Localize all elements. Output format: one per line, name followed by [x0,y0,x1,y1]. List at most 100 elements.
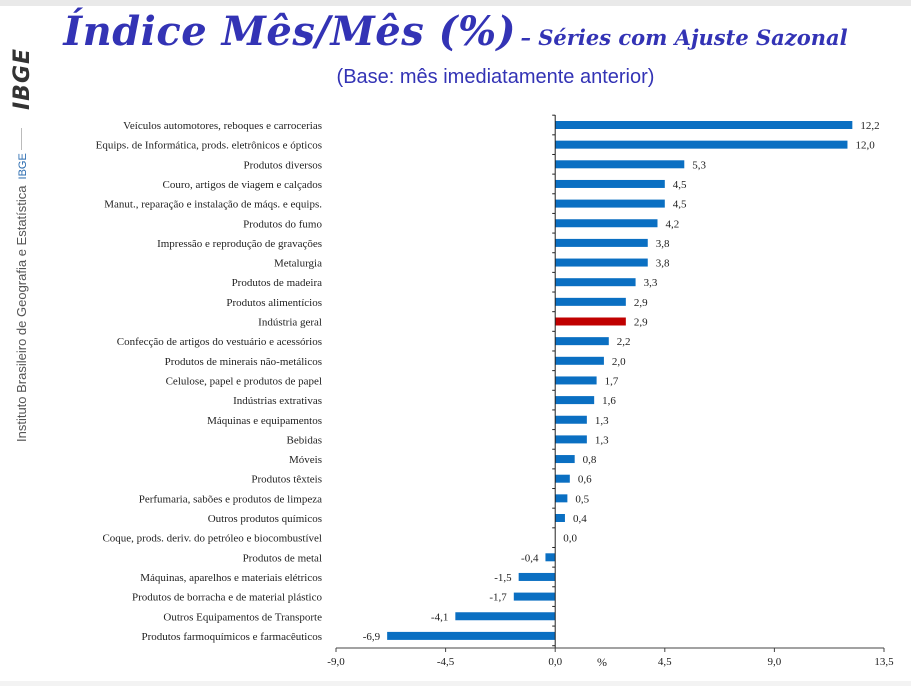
x-tick-label: 4,5 [658,656,672,668]
chart-subtitle: (Base: mês imediatamente anterior) [336,66,655,88]
page-title: Índice Mês/Mês (%) – Séries com Ajuste S… [0,8,911,55]
institute-caption: Instituto Brasileiro de Geografia e Esta… [14,153,29,442]
data-label: 2,0 [612,356,626,368]
category-label: Outros produtos químicos [208,513,322,525]
data-label: 3,3 [644,277,658,289]
bar [555,337,609,346]
bar [387,631,556,640]
bar [555,474,570,483]
bar [555,494,568,503]
data-label: 0,8 [583,454,597,466]
category-label: Bebidas [287,434,322,446]
data-label: 1,3 [595,415,609,427]
bar [555,140,848,149]
sidebar: IBGE Instituto Brasileiro de Geografia e… [0,0,44,681]
data-label: 0,4 [573,513,587,525]
data-label: 1,6 [602,395,616,407]
category-label: Produtos de madeira [232,277,323,289]
data-label: -0,4 [521,552,539,564]
category-label: Veículos automotores, reboques e carroce… [123,120,322,132]
bar [513,592,556,601]
bar [555,238,648,247]
data-label: 12,2 [860,120,879,132]
category-label: Manut., reparação e instalação de máqs. … [104,199,322,211]
bar [545,553,556,562]
data-label: 5,3 [692,159,706,171]
bar [555,278,636,287]
category-label: Outros Equipamentos de Transporte [163,611,322,623]
bar [518,572,556,581]
category-label: Confecção de artigos do vestuário e aces… [117,336,322,348]
data-label: 4,2 [665,218,679,230]
bar [555,317,626,326]
data-label: -4,1 [431,611,448,623]
category-label: Celulose, papel e produtos de papel [166,375,322,387]
data-label: -1,7 [489,592,507,604]
x-tick-label: 13,5 [874,656,894,668]
data-label: 1,3 [595,434,609,446]
category-label: Equips. de Informática, prods. eletrônic… [96,140,322,152]
bar [555,356,604,365]
category-label: Impressão e reprodução de gravações [157,238,322,250]
category-label: Produtos diversos [243,159,322,171]
category-label: Perfumaria, sabões e produtos de limpeza [139,493,322,505]
bar [555,435,587,444]
bar [555,455,575,464]
bar [555,199,665,208]
data-label: 0,5 [575,493,589,505]
category-label: Produtos alimentícios [226,297,322,309]
category-label: Metalurgia [274,258,322,270]
bar [555,415,587,424]
data-label: 3,8 [656,238,670,250]
category-label: Produtos de minerais não-metálicos [165,356,322,368]
x-tick-label: 9,0 [768,656,782,668]
bar [555,514,565,522]
x-axis-label: % [597,655,607,669]
logo-divider [21,128,22,150]
data-label: 4,5 [673,199,687,211]
bar [555,376,597,385]
data-label: 4,5 [673,179,687,191]
institute-name: Instituto Brasileiro de Geografia e Esta… [14,185,29,442]
chart-title: Índice Mês/Mês (%) [63,8,516,55]
bar [555,160,685,169]
data-label: 12,0 [855,140,875,152]
data-label: 0,6 [578,474,592,486]
bar [555,297,626,306]
x-tick-label: -9,0 [327,656,345,668]
x-tick-label: -4,5 [437,656,455,668]
bar [555,121,853,129]
bar [555,396,595,405]
bar-chart: Veículos automotores, reboques e carroce… [96,114,894,669]
plot-area: Veículos automotores, reboques e carroce… [64,107,900,681]
data-label: -1,5 [494,572,512,584]
category-label: Produtos têxteis [251,474,322,486]
category-label: Máquinas e equipamentos [207,415,322,427]
data-label: 2,2 [617,336,631,348]
category-label: Produtos farmoquímicos e farmacêuticos [141,631,322,643]
x-tick-label: 0,0 [548,656,562,668]
category-label: Produtos de borracha e de material plást… [132,592,322,604]
bar [555,258,648,267]
category-label: Coque, prods. deriv. do petróleo e bioco… [102,533,322,545]
category-label: Móveis [289,454,322,466]
bar [555,219,658,228]
category-label: Produtos de metal [243,552,322,564]
bar [455,612,556,621]
category-label: Couro, artigos de viagem e calçados [163,179,322,191]
data-label: 1,7 [605,375,619,387]
data-label: 3,8 [656,258,670,270]
data-label: 2,9 [634,297,648,309]
top-stripe [0,0,911,6]
category-label: Indústrias extrativas [233,395,322,407]
data-label: 2,9 [634,317,648,329]
bar [555,179,665,188]
data-label: 0,0 [563,533,577,545]
category-label: Produtos do fumo [243,218,322,230]
data-label: -6,9 [363,631,381,643]
category-label: Máquinas, aparelhos e materiais elétrico… [140,572,322,584]
chart-title-suffix: – Séries com Ajuste Sazonal [520,25,848,50]
institute-abbr: IBGE [17,153,29,180]
category-label: Indústria geral [258,317,322,329]
